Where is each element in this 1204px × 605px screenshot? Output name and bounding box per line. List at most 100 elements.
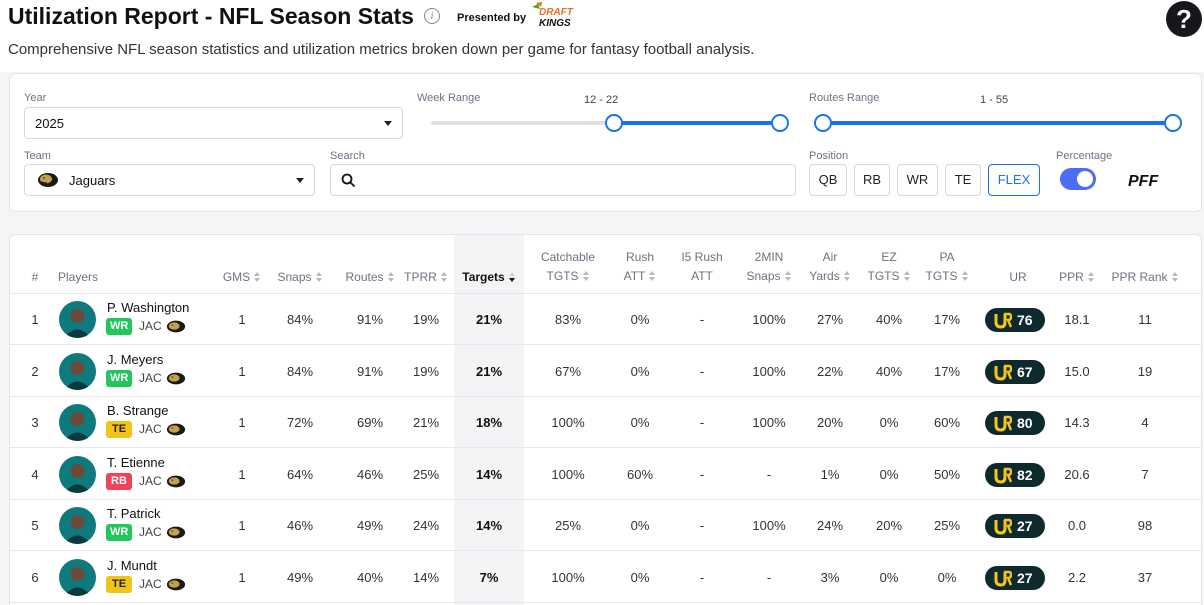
col-header-rush-att[interactable]: Rush ATT bbox=[605, 248, 675, 286]
cell-targets: 14% bbox=[475, 518, 503, 533]
year-select[interactable]: 2025 bbox=[24, 107, 403, 139]
cell-i5rush: - bbox=[699, 415, 705, 430]
table-row[interactable]: B. Strange TE JAC 3 1 72% 69% 21% 18% 100% 0% - 100%… bbox=[10, 397, 1201, 448]
team-label: Team bbox=[24, 150, 51, 162]
search-input[interactable] bbox=[363, 169, 783, 191]
col-header-2min-snaps[interactable]: 2MIN Snaps bbox=[726, 248, 812, 286]
chevron-down-icon bbox=[384, 121, 392, 126]
table-row[interactable]: T. Patrick WR JAC 5 1 46% 49% 24% 14% 25% 0% - 100% 2… bbox=[10, 500, 1201, 551]
table-row[interactable]: J. Meyers WR JAC 2 1 84% 91% 19% 21% 67% 0% - 100% 22… bbox=[10, 346, 1201, 397]
cell-catchable: 100% bbox=[551, 569, 585, 585]
cell-catchable: 100% bbox=[551, 466, 585, 482]
col-header-text: Routes bbox=[327, 268, 413, 287]
col-header-text: TGTS bbox=[912, 267, 982, 286]
cell-ppr-rank: 98 bbox=[1137, 518, 1153, 533]
player-team: JAC bbox=[139, 576, 162, 591]
pff-logo: PFF bbox=[1128, 173, 1159, 188]
routes-range-fill bbox=[823, 121, 1173, 125]
chevron-down-icon bbox=[296, 178, 304, 183]
search-box[interactable] bbox=[330, 164, 796, 196]
player-name[interactable]: J. Mundt bbox=[107, 557, 157, 573]
player-avatar bbox=[59, 558, 96, 596]
table-row[interactable]: P. Washington WR JAC 1 1 84% 91% 19% 21% 83% 0% -10… bbox=[10, 294, 1201, 345]
week-range-min-handle[interactable] bbox=[605, 114, 623, 132]
cell-routes: 69% bbox=[356, 415, 384, 430]
position-wr-button[interactable]: WR bbox=[897, 164, 938, 196]
cell-air: 3% bbox=[820, 569, 840, 585]
col-header-text: UR bbox=[1009, 270, 1027, 284]
cell-targets: 7% bbox=[479, 569, 499, 585]
info-icon[interactable]: i bbox=[424, 8, 440, 24]
cell-pa: 50% bbox=[933, 466, 961, 482]
svg-text:PFF: PFF bbox=[1128, 173, 1159, 188]
col-header-snaps[interactable]: Snaps bbox=[260, 268, 340, 287]
col-header-ur[interactable]: UR bbox=[978, 268, 1058, 287]
week-range-max-handle[interactable] bbox=[771, 114, 789, 132]
percentage-toggle[interactable] bbox=[1060, 168, 1096, 190]
cell-targets: 14% bbox=[475, 466, 503, 482]
col-header-ez-tgts[interactable]: EZ TGTS bbox=[854, 248, 924, 286]
cell-routes: 91% bbox=[356, 312, 384, 327]
position-badge: WR bbox=[106, 318, 133, 335]
col-header-players[interactable]: Players bbox=[58, 268, 98, 287]
cell-twomin: - bbox=[766, 569, 772, 585]
cell-rank: 3 bbox=[31, 415, 39, 430]
cell-rush: 0% bbox=[630, 415, 650, 430]
col-header-text: PPR bbox=[1042, 268, 1112, 287]
col-header-ppr-rank[interactable]: PPR Rank bbox=[1095, 268, 1195, 287]
col-header-i5-rush-att[interactable]: I5 Rush ATT bbox=[662, 248, 742, 286]
position-badge: TE bbox=[106, 421, 132, 438]
col-header-text: Yards bbox=[795, 267, 865, 286]
sort-icon bbox=[315, 272, 323, 283]
cell-gms: 1 bbox=[238, 569, 246, 585]
col-header-gms[interactable]: GMS bbox=[202, 268, 282, 287]
col-header-[interactable]: # bbox=[10, 268, 60, 287]
position-rb-button[interactable]: RB bbox=[854, 164, 890, 196]
sort-icon bbox=[1171, 272, 1179, 283]
sort-icon bbox=[1087, 272, 1095, 283]
player-name[interactable]: J. Meyers bbox=[107, 351, 164, 367]
cell-snaps: 46% bbox=[286, 518, 314, 533]
cell-rank: 2 bbox=[31, 363, 39, 379]
week-range-value: 12 - 22 bbox=[584, 94, 619, 106]
col-header-targets[interactable]: Targets bbox=[444, 268, 534, 287]
col-header-text: Snaps bbox=[260, 268, 340, 287]
year-value: 2025 bbox=[35, 116, 64, 131]
routes-range-min-handle[interactable] bbox=[814, 114, 832, 132]
position-flex-button[interactable]: FLEX bbox=[988, 164, 1040, 196]
player-name[interactable]: T. Patrick bbox=[107, 506, 161, 521]
table-row[interactable]: J. Mundt TE JAC 6 1 49% 40% 14% 7% 100% 0% - - 3% 0% 0%… bbox=[10, 552, 1201, 603]
col-header-text: Rush bbox=[625, 250, 654, 264]
table-row[interactable]: T. Etienne RB JAC 4 1 64% 46% 25% 14% 100% 60% - - 1%… bbox=[10, 449, 1201, 500]
sort-icon bbox=[649, 271, 656, 282]
page-header: Utilization Report - NFL Season Stats i … bbox=[0, 0, 1204, 72]
col-header-air-yards[interactable]: Air Yards bbox=[795, 248, 865, 286]
position-te-button[interactable]: TE bbox=[945, 164, 981, 196]
player-name[interactable]: P. Washington bbox=[107, 300, 190, 315]
week-range-label: Week Range bbox=[417, 92, 481, 104]
col-header-text: GMS bbox=[202, 268, 282, 287]
ur-score-value: 82 bbox=[1017, 466, 1033, 483]
cell-snaps: 84% bbox=[286, 363, 314, 379]
position-badge: WR bbox=[106, 369, 133, 387]
col-header-ppr[interactable]: PPR bbox=[1042, 268, 1112, 287]
col-header-text: Catchable bbox=[540, 250, 596, 264]
cell-tprr: 19% bbox=[412, 312, 440, 327]
routes-range-max-handle[interactable] bbox=[1164, 114, 1182, 132]
col-header-catchable-tgts[interactable]: Catchable TGTS bbox=[518, 248, 618, 286]
position-qb-button[interactable]: QB bbox=[809, 164, 847, 196]
team-select[interactable]: Jaguars bbox=[24, 164, 315, 196]
col-header-pa-tgts[interactable]: PA TGTS bbox=[912, 248, 982, 286]
sort-icon bbox=[903, 271, 911, 282]
player-name[interactable]: T. Etienne bbox=[107, 454, 165, 470]
player-name[interactable]: B. Strange bbox=[107, 403, 169, 418]
col-header-routes[interactable]: Routes bbox=[327, 268, 413, 287]
col-header-tprr[interactable]: TPRR bbox=[386, 268, 466, 287]
help-button[interactable]: ? bbox=[1166, 1, 1202, 37]
sort-icon bbox=[254, 272, 261, 283]
position-label: Position bbox=[809, 150, 849, 162]
cell-twomin: 100% bbox=[752, 518, 786, 533]
cell-snaps: 84% bbox=[286, 312, 314, 327]
team-value: Jaguars bbox=[69, 173, 116, 188]
sort-icon bbox=[961, 271, 969, 282]
